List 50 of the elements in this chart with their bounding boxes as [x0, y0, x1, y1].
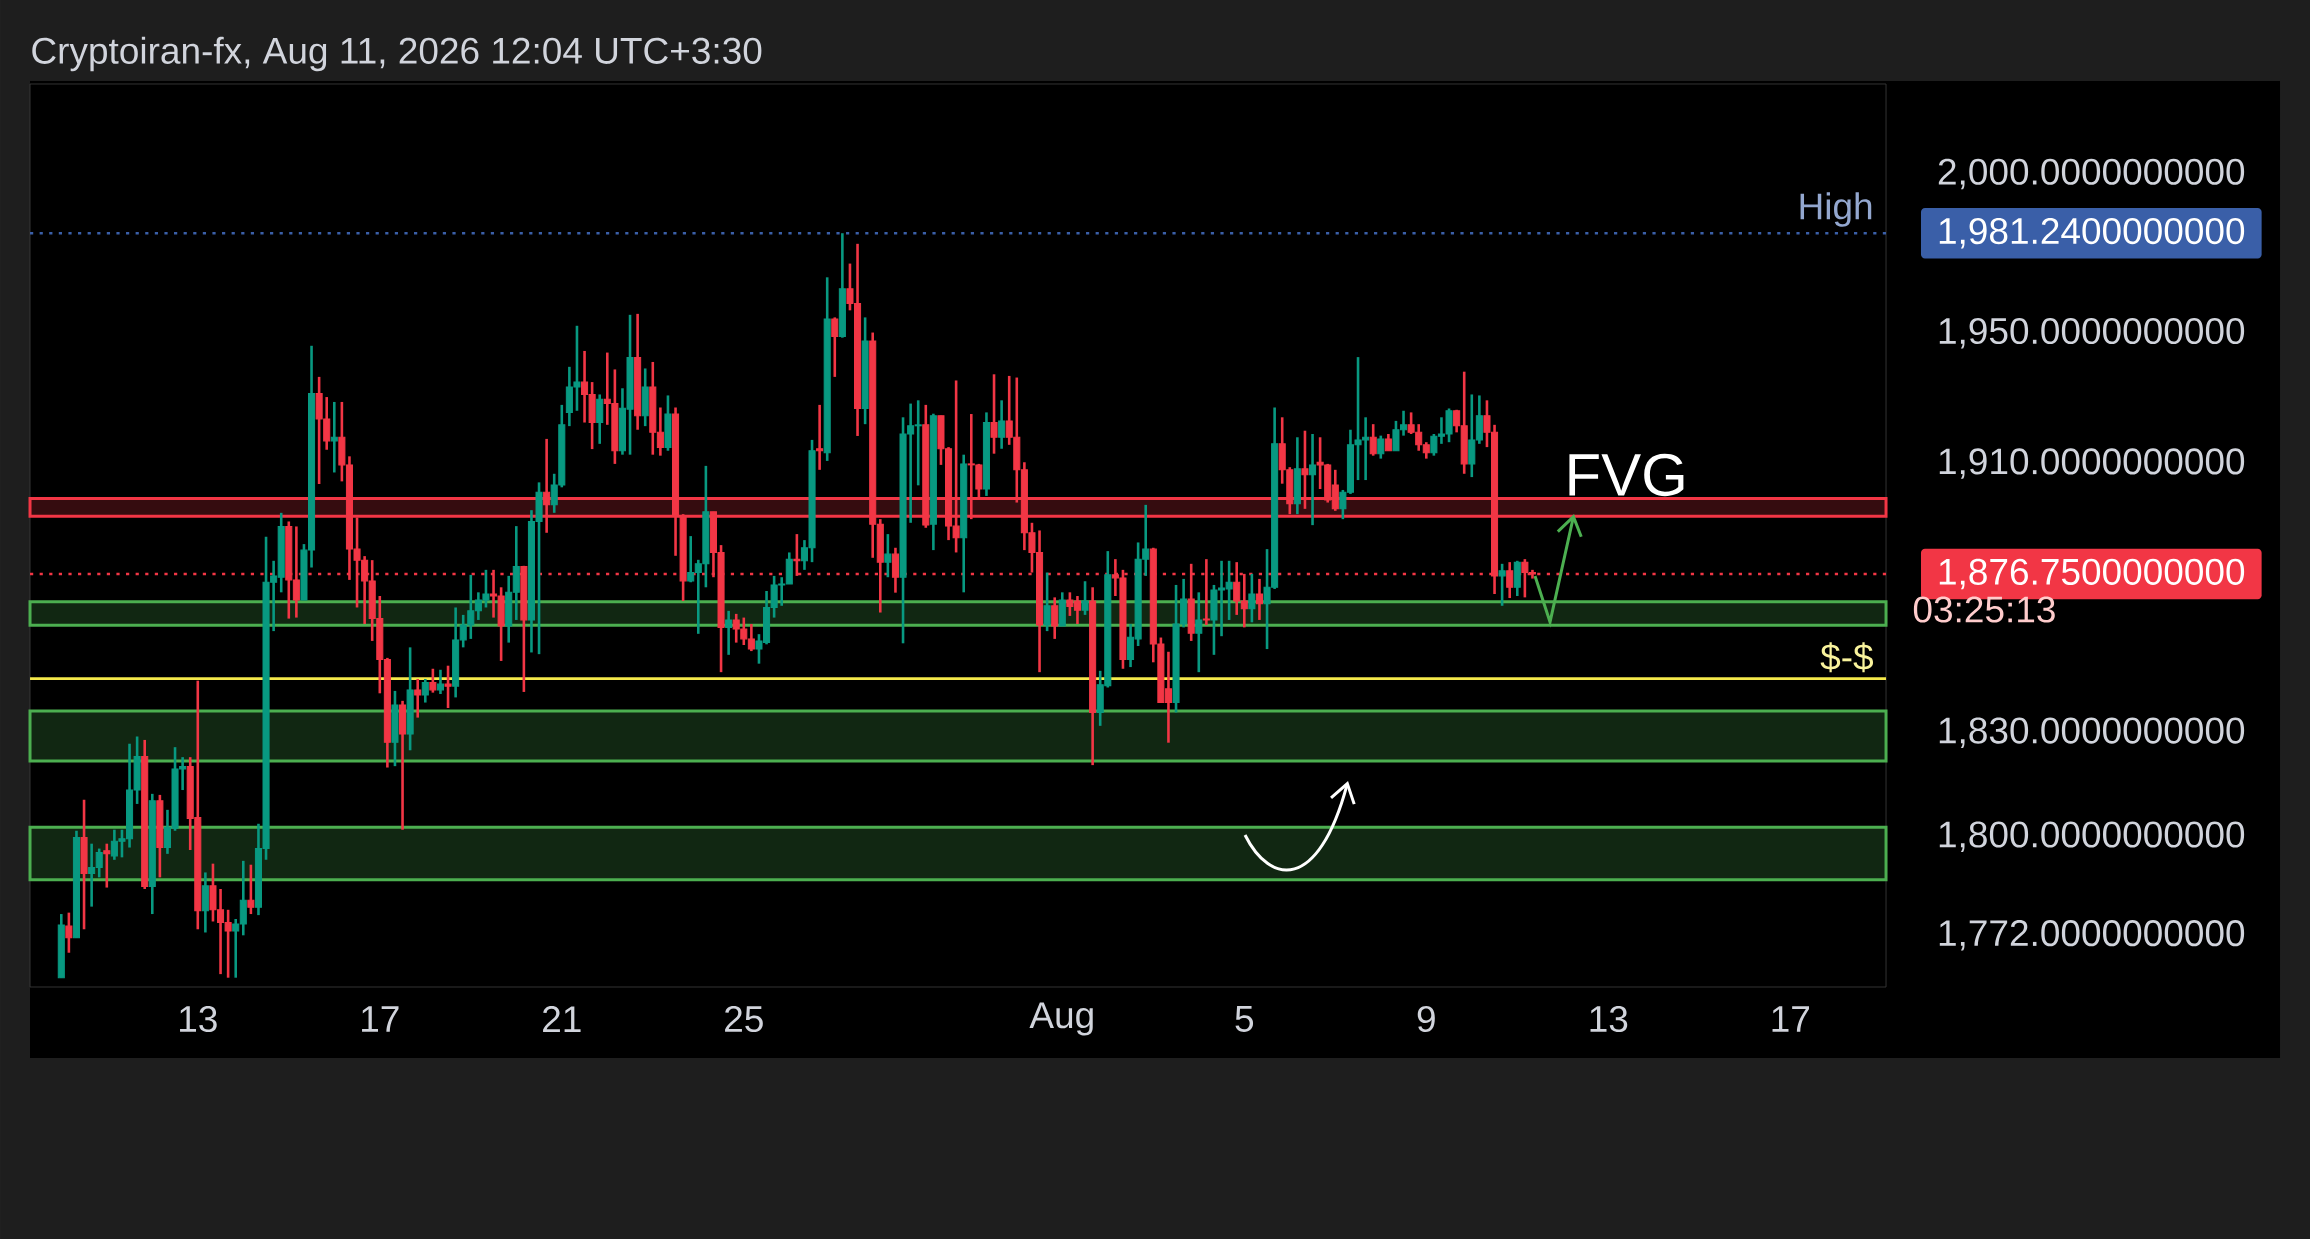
x-tick-label: Aug [1029, 1002, 1093, 1036]
candlestick [831, 316, 839, 379]
candlestick [1309, 432, 1317, 527]
candlestick [330, 400, 338, 474]
chart-title: Cryptoiran-fx, Aug 11, 2026 12:04 UTC+3:30 [32, 36, 762, 72]
x-tick-label: 9 [1417, 1005, 1435, 1033]
x-tick-label: 13 [1590, 1005, 1628, 1033]
band-label: FVG [1569, 453, 1684, 497]
y-tick-label: 2,000.0000000000 [1938, 158, 2245, 190]
candlestick [1498, 562, 1506, 608]
y-tick-label: 1,772.0000000000 [1939, 920, 2245, 951]
candlestick [884, 532, 892, 579]
candlestick [990, 372, 998, 455]
candlestick [1255, 577, 1263, 622]
candlestick [891, 546, 899, 594]
text: 03:25:13 [1913, 596, 2055, 623]
candlestick [596, 393, 604, 446]
x-tick-label: 5 [1235, 1006, 1254, 1032]
candlestick [421, 677, 429, 704]
candlestick [816, 403, 824, 472]
candlestick [429, 667, 437, 694]
candlestick [103, 842, 111, 889]
candlestick [1081, 579, 1089, 617]
x-tick-label: 17 [1772, 1006, 1810, 1032]
x-tick-label: 13 [180, 1005, 217, 1033]
ref-line-label: High [1800, 192, 1872, 227]
candlestick [1369, 422, 1377, 457]
y-tick-label: 1,876.7500000000 [1939, 558, 2245, 590]
candlestick [1506, 560, 1514, 600]
candlestick [1043, 571, 1051, 633]
y-tick-label: 1,830.0000000000 [1939, 717, 2245, 748]
candlestick [247, 863, 255, 916]
y-tick-label: 1,981.2400000000 [1939, 217, 2245, 249]
candlestick [1051, 596, 1059, 641]
x-tick-label: 25 [725, 1005, 763, 1033]
candlestick [1377, 434, 1385, 460]
candlestick [436, 668, 444, 696]
candlestick [725, 609, 733, 657]
y-tick-label: 1,910.0000000000 [1939, 448, 2245, 479]
candlestick [998, 399, 1006, 451]
x-tick-label: 21 [543, 1006, 581, 1032]
candlestick [1195, 591, 1203, 674]
candlestick [414, 677, 422, 719]
candlestick [65, 911, 73, 955]
candlestick [1248, 572, 1256, 624]
candlestick [444, 664, 452, 710]
y-tick-label: 1,950.0000000000 [1939, 317, 2245, 349]
ref-line-label: $-$ [1820, 642, 1874, 673]
y-tick-label: 1,800.0000000000 [1939, 821, 2245, 852]
x-tick-label: 17 [362, 1006, 399, 1032]
